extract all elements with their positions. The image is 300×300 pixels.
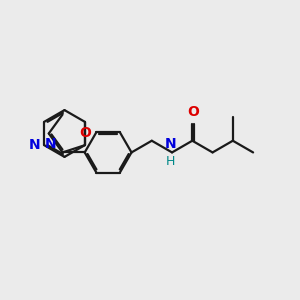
Text: N: N — [44, 137, 56, 151]
Text: H: H — [166, 154, 176, 167]
Text: N: N — [165, 136, 177, 151]
Text: O: O — [187, 105, 199, 119]
Text: O: O — [80, 126, 91, 140]
Text: N: N — [29, 138, 40, 152]
